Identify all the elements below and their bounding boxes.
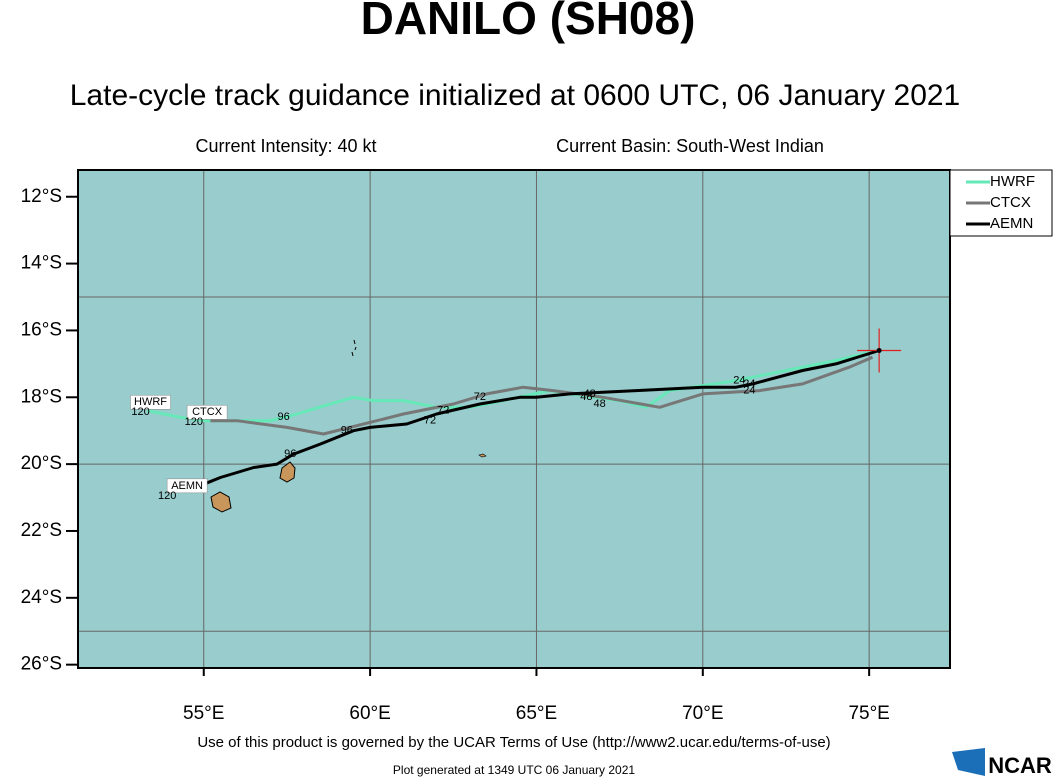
x-tick-label: 65°E: [516, 703, 557, 724]
track-label: 72: [424, 415, 436, 427]
y-tick-label: 18°S: [21, 386, 62, 407]
track-label: 48: [584, 388, 596, 400]
x-tick-label: 55°E: [183, 703, 224, 724]
label-box: [186, 405, 228, 420]
y-tick-label: 12°S: [21, 186, 62, 207]
y-tick-label: 24°S: [21, 587, 62, 608]
track-label: CTCX: [192, 406, 223, 418]
y-tick-label: 16°S: [21, 319, 62, 340]
y-tick-label: 22°S: [21, 520, 62, 541]
track-label: HWRF: [134, 396, 167, 408]
track-label: 48: [594, 398, 606, 410]
plot-frame: [77, 169, 951, 669]
y-tick-label: 14°S: [21, 253, 62, 274]
grid: [78, 170, 950, 668]
track: [203, 349, 880, 486]
track-label: 120: [185, 416, 203, 428]
track-label: AEMN: [171, 480, 203, 492]
track: [146, 349, 880, 423]
track-label: 96: [277, 411, 289, 423]
track-label: 120: [131, 406, 149, 418]
logo: NCAR: [988, 753, 1052, 778]
x-tick-label: 60°E: [349, 703, 390, 724]
y-tick-label: 20°S: [21, 453, 62, 474]
track-label: 96: [284, 448, 296, 460]
track: [210, 355, 874, 436]
terms: Use of this product is governed by the U…: [197, 734, 830, 751]
x-tick-label: 70°E: [682, 703, 723, 724]
chart-title: DANILO (SH08): [361, 0, 696, 44]
label-box: [166, 478, 208, 494]
reunion: [210, 491, 232, 513]
mauritius: [279, 461, 296, 483]
generated: Plot generated at 1349 UTC 06 January 20…: [393, 763, 635, 777]
legend-items: HWRF CTCX AEMN: [966, 173, 1035, 232]
track-label: 48: [580, 391, 592, 403]
track-label: 24: [743, 384, 755, 396]
track-label: 72: [474, 391, 486, 403]
islet: [478, 453, 487, 458]
x-tick-label: 75°E: [848, 703, 889, 724]
track-label: 96: [341, 425, 353, 437]
track-label: 72: [437, 405, 449, 417]
legend-label: HWRF: [990, 173, 1035, 190]
current-dot: [876, 347, 882, 353]
track-label: 24: [733, 374, 745, 386]
track-label: 24: [743, 378, 755, 390]
y-tick-label: 26°S: [21, 654, 62, 675]
intensity: Current Intensity: 40 kt: [195, 136, 376, 156]
islets: [351, 339, 357, 357]
basin: Current Basin: South-West Indian: [556, 136, 824, 156]
label-box: [130, 395, 171, 410]
legend-label: AEMN: [990, 215, 1033, 232]
chart-subtitle: Late-cycle track guidance initialized at…: [70, 79, 961, 112]
track-label: 120: [158, 490, 176, 502]
logo-mark: [952, 748, 985, 776]
legend-label: CTCX: [990, 194, 1031, 211]
